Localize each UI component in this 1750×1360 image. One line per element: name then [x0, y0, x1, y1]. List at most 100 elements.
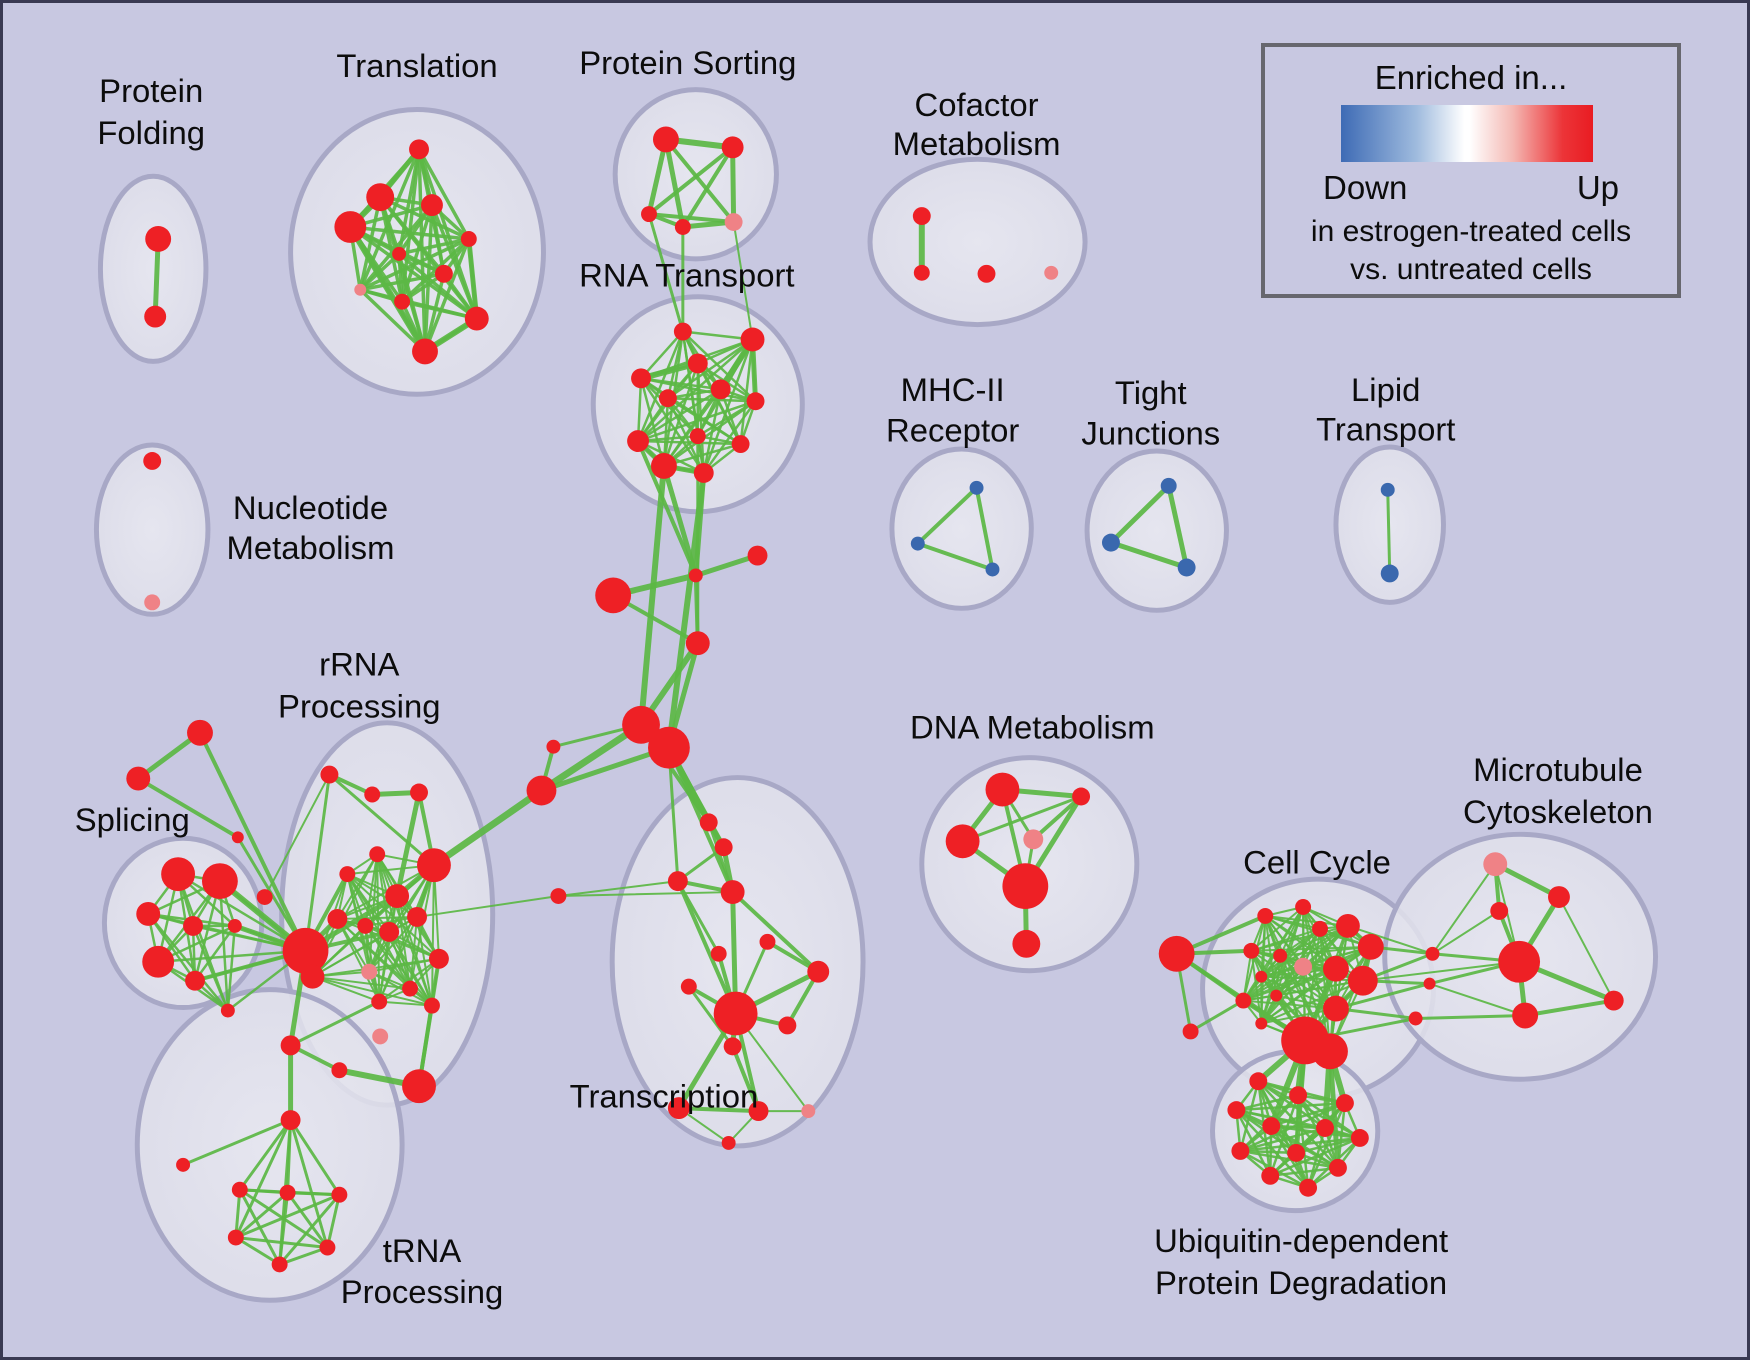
edge-mesh-1: [639, 377, 757, 403]
node-sp3: [136, 902, 161, 926]
legend-caption-line2: vs. untreated cells: [1350, 253, 1592, 286]
edge-c9-tn3: [557, 880, 679, 898]
cluster-shell-protein-folding: [97, 173, 209, 364]
edge-mesh-6: [1294, 1136, 1362, 1155]
node-d1: [985, 772, 1020, 807]
node-t4: [334, 211, 367, 243]
node-m5: [1512, 1002, 1539, 1029]
node-tj1: [1160, 477, 1177, 494]
legend-scale-labels: Down Up: [1323, 169, 1619, 207]
node-m3: [1490, 902, 1509, 920]
node-cc11: [1347, 965, 1378, 996]
edge-mesh-4: [234, 1236, 329, 1249]
node-tn5: [710, 945, 727, 962]
node-trg: [271, 1256, 288, 1273]
node-c5: [622, 705, 660, 744]
edge-mesh-2: [388, 930, 412, 990]
node-c6: [648, 726, 690, 769]
node-rt6: [658, 389, 677, 408]
edge-cc14-cn3: [1334, 1007, 1418, 1020]
node-ps3: [641, 206, 657, 223]
edge-c1-c2: [693, 553, 761, 578]
cluster-shell-trna-processing: [134, 987, 405, 1303]
node-u1: [1249, 1072, 1268, 1091]
node-r7: [385, 884, 410, 908]
node-r21: [331, 1062, 348, 1079]
node-r1: [320, 765, 339, 784]
edge-tj1-tj3: [1166, 483, 1190, 570]
node-cc10: [1255, 970, 1268, 983]
edge-mesh-5: [1260, 975, 1364, 982]
cluster-shell-tight-junctions: [1084, 448, 1229, 613]
edge-mesh-1: [636, 399, 757, 443]
edge-mesh-5: [1260, 967, 1337, 1025]
edge-mesh-4: [234, 1236, 282, 1266]
edge-mesh-2: [368, 864, 435, 973]
edge-r1-r8: [263, 773, 331, 899]
edge-mesh-5: [1250, 927, 1322, 952]
cluster-label-microtubule-cytoskeleton-line1: Microtubule: [1473, 751, 1643, 788]
node-t2: [366, 183, 395, 212]
edge-mesh-6: [1239, 1136, 1362, 1153]
edge-ps2-ps4: [680, 145, 735, 229]
cluster-label-protein-folding-line2: Folding: [97, 114, 205, 151]
node-rt9: [627, 430, 650, 453]
edge-mesh-0: [348, 225, 479, 321]
edge-ps2-ps3: [647, 145, 735, 217]
node-tj2: [1101, 533, 1120, 552]
node-cm4: [1044, 265, 1059, 280]
node-trb: [231, 1181, 248, 1198]
node-m1: [1483, 852, 1508, 877]
node-c7: [546, 739, 561, 754]
edge-m5-m6: [1523, 998, 1616, 1018]
edge-ps2-ps5: [730, 144, 737, 225]
edge-r22-r15: [417, 956, 441, 1089]
node-u3: [1335, 1094, 1354, 1113]
edge-mesh-2: [378, 957, 440, 1003]
legend-caption-line1: in estrogen-treated cells: [1310, 215, 1632, 248]
cluster-label-rrna-processing-line1: rRNA: [319, 646, 399, 683]
node-tn6: [759, 933, 776, 950]
edge-mesh-5: [1250, 945, 1372, 952]
edge-t4-t11: [347, 224, 428, 355]
node-c8: [526, 775, 557, 806]
node-r5: [417, 848, 451, 883]
cluster-label-cofactor-metabolism-line1: Cofactor: [914, 86, 1038, 123]
edge-c6-tn3: [667, 746, 680, 883]
edge-tn5-tn3: [676, 879, 721, 956]
edge-ps3-rt1: [647, 212, 685, 334]
node-trf: [319, 1239, 336, 1256]
edge-mesh-6: [1269, 1136, 1362, 1178]
node-u9: [1287, 1143, 1306, 1162]
node-tn2: [714, 838, 733, 857]
node-tn13: [748, 1101, 769, 1122]
edge-mesh-1: [666, 397, 742, 446]
edge-m2-m6: [1557, 896, 1615, 1002]
node-r11: [407, 906, 427, 927]
edge-mesh-6: [1296, 1093, 1362, 1140]
edge-mesh-3: [193, 924, 237, 982]
edge-mesh-6: [1239, 1149, 1298, 1155]
edge-mesh-2: [368, 970, 433, 1007]
edge-tj2-tj3: [1108, 540, 1190, 570]
edge-mesh-6: [1239, 1126, 1327, 1153]
cluster-label-translation-line1: Translation: [336, 47, 497, 84]
node-cc2: [1295, 899, 1312, 915]
edge-c9-tn4: [557, 891, 734, 898]
edge-cc3-cn1: [1346, 924, 1434, 955]
cluster-label-mhc-ii-receptor-line2: Receptor: [886, 412, 1019, 449]
node-trd: [331, 1186, 348, 1203]
edge-mesh-1: [666, 338, 754, 400]
edge-mesh-2: [388, 930, 433, 1007]
legend-gradient-bar: [1341, 105, 1593, 162]
cluster-label-trna-processing-line1: tRNA: [383, 1232, 462, 1269]
edge-mh2-mh3: [915, 541, 995, 572]
legend-box: Enriched in... Down Up in estrogen-treat…: [1261, 43, 1681, 298]
cluster-label-lipid-transport-line2: Transport: [1316, 411, 1455, 448]
node-cc17: [1312, 1033, 1348, 1070]
network-canvas: Protein Folding Translation Protein Sorting…: [75, 44, 1659, 1310]
node-cc6: [1243, 942, 1260, 959]
node-r20: [280, 1035, 301, 1056]
edge-mesh-0: [358, 203, 434, 292]
